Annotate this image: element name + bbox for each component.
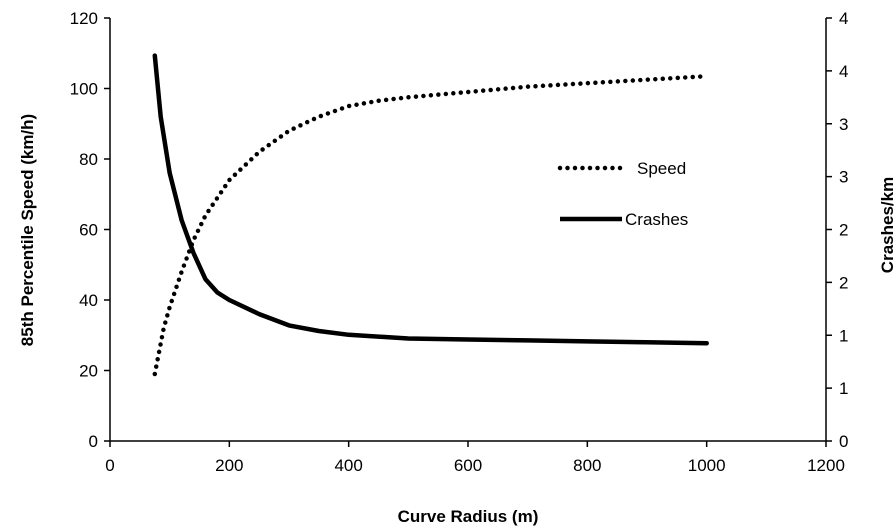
series-line-crashes xyxy=(152,53,709,346)
legend: Speed Crashes xyxy=(557,159,688,229)
legend-crashes-label: Crashes xyxy=(625,210,688,229)
y-tick-label: 60 xyxy=(79,221,98,240)
y2-tick-label: 0 xyxy=(839,432,848,451)
legend-speed-label: Speed xyxy=(637,159,686,178)
x-tick-label: 1000 xyxy=(688,456,726,475)
y2-axis-title: Crashes/km xyxy=(878,177,896,273)
y2-tick-label: 3 xyxy=(839,168,848,187)
x-tick-label: 400 xyxy=(334,456,362,475)
y-tick-label: 20 xyxy=(79,362,98,381)
x-tick-label: 0 xyxy=(105,456,114,475)
y-tick-label: 0 xyxy=(89,432,98,451)
y-tick-label: 100 xyxy=(70,80,98,99)
y2-tick-label: 4 xyxy=(839,9,848,28)
x-tick-label: 1200 xyxy=(807,456,845,475)
y2-tick-label: 4 xyxy=(839,62,848,81)
x-tick-label: 600 xyxy=(454,456,482,475)
y2-tick-label: 3 xyxy=(839,115,848,134)
x-tick-label: 800 xyxy=(573,456,601,475)
x-tick-label: 200 xyxy=(215,456,243,475)
y2-tick-label: 1 xyxy=(839,326,848,345)
y2-tick-label: 1 xyxy=(839,379,848,398)
series-layer xyxy=(152,53,709,377)
axes: 0 200 400 600 800 1000 12000204060801001200112… xyxy=(70,9,849,475)
y-tick-label: 120 xyxy=(70,9,98,28)
series-line-speed xyxy=(152,73,709,377)
y2-tick-label: 2 xyxy=(839,273,848,292)
y2-tick-label: 2 xyxy=(839,221,848,240)
x-axis-title: Curve Radius (m) xyxy=(398,507,539,526)
y-tick-label: 40 xyxy=(79,291,98,310)
y-tick-label: 80 xyxy=(79,150,98,169)
y-axis-title: 85th Percentile Speed (km/h) xyxy=(18,114,37,346)
